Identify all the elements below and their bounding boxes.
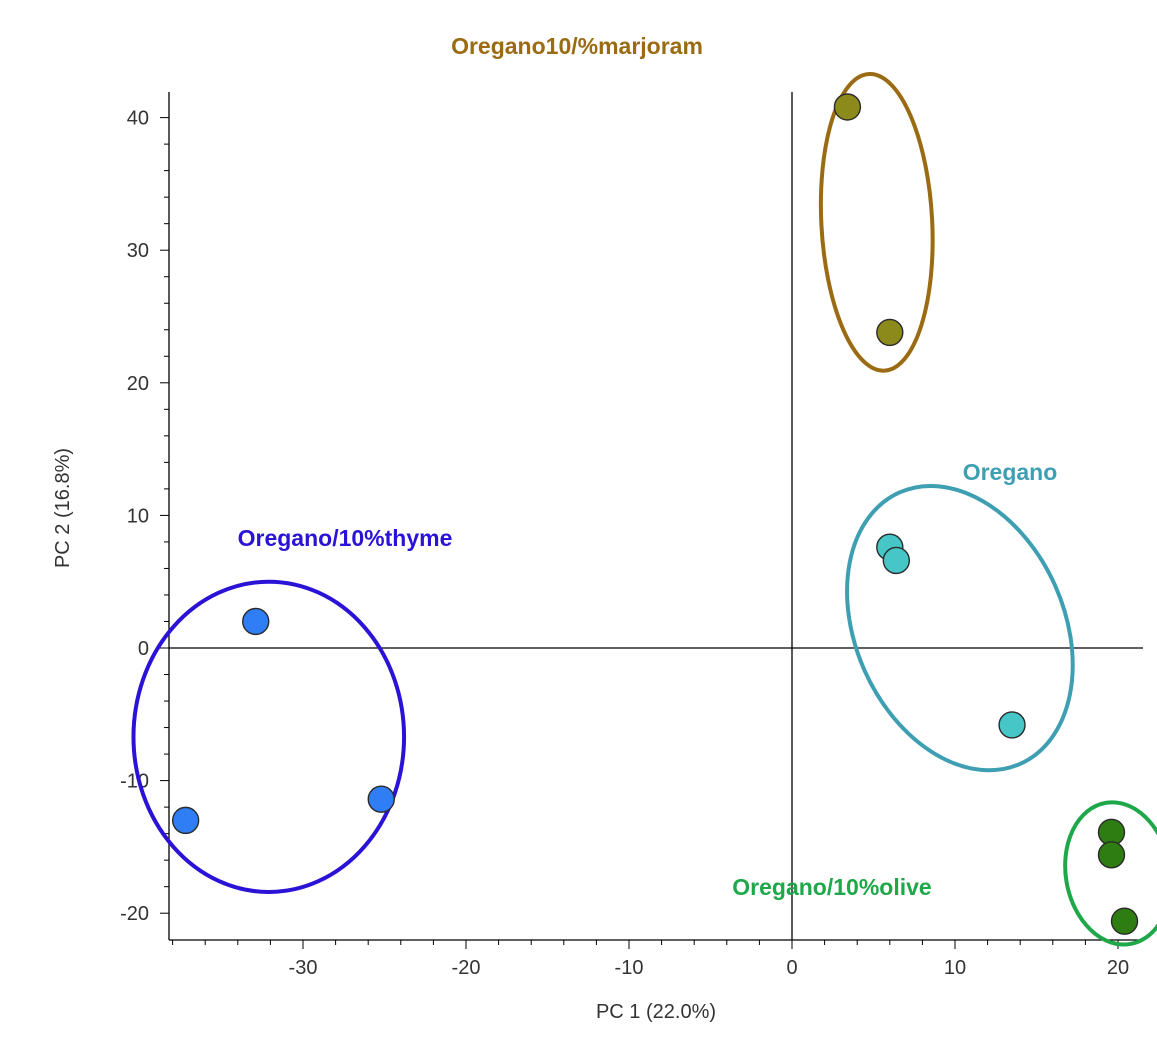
data-point-oregano10-marjoram <box>876 318 904 347</box>
data-point-oregano <box>998 711 1026 739</box>
x-tick-label: -20 <box>452 957 481 979</box>
data-point-oregano-10-thyme <box>367 785 395 813</box>
y-tick-label: -20 <box>120 903 149 925</box>
data-point-oregano-10-thyme <box>242 607 270 636</box>
data-point-oregano-10-olive <box>1097 841 1126 869</box>
group-label-oregano-10-olive: Oregano/10%olive <box>732 874 931 900</box>
data-point-oregano <box>882 546 911 575</box>
x-tick-label: -10 <box>615 957 644 979</box>
x-tick-label: 10 <box>944 957 966 979</box>
data-point-oregano10-marjoram <box>833 93 862 121</box>
x-tick-label: -30 <box>289 957 318 979</box>
x-axis-title: PC 1 (22.0%) <box>596 1001 716 1023</box>
y-tick-label: 0 <box>138 638 149 660</box>
group-ellipse-oregano-10-olive <box>1063 800 1157 947</box>
group-label-oregano10-marjoram: Oregano10/%marjoram <box>451 33 703 59</box>
group-label-oregano: Oregano <box>963 459 1058 485</box>
x-tick-label: 0 <box>786 957 797 979</box>
data-point-oregano-10-thyme <box>171 806 200 835</box>
y-axis-title: PC 2 (16.8%) <box>52 448 74 568</box>
data-point-oregano-10-olive <box>1110 907 1139 935</box>
x-tick-label: 20 <box>1107 957 1129 979</box>
y-tick-label: 40 <box>127 108 149 130</box>
y-tick-label: -10 <box>120 771 149 793</box>
group-ellipse-oregano <box>845 483 1075 773</box>
group-label-oregano-10-thyme: Oregano/10%thyme <box>238 525 453 551</box>
group-ellipse-oregano-10-thyme <box>131 579 407 894</box>
y-tick-label: 10 <box>127 505 149 527</box>
group-ellipse-oregano10-marjoram <box>818 72 935 373</box>
y-tick-label: 30 <box>127 240 149 262</box>
y-tick-label: 20 <box>127 373 149 395</box>
